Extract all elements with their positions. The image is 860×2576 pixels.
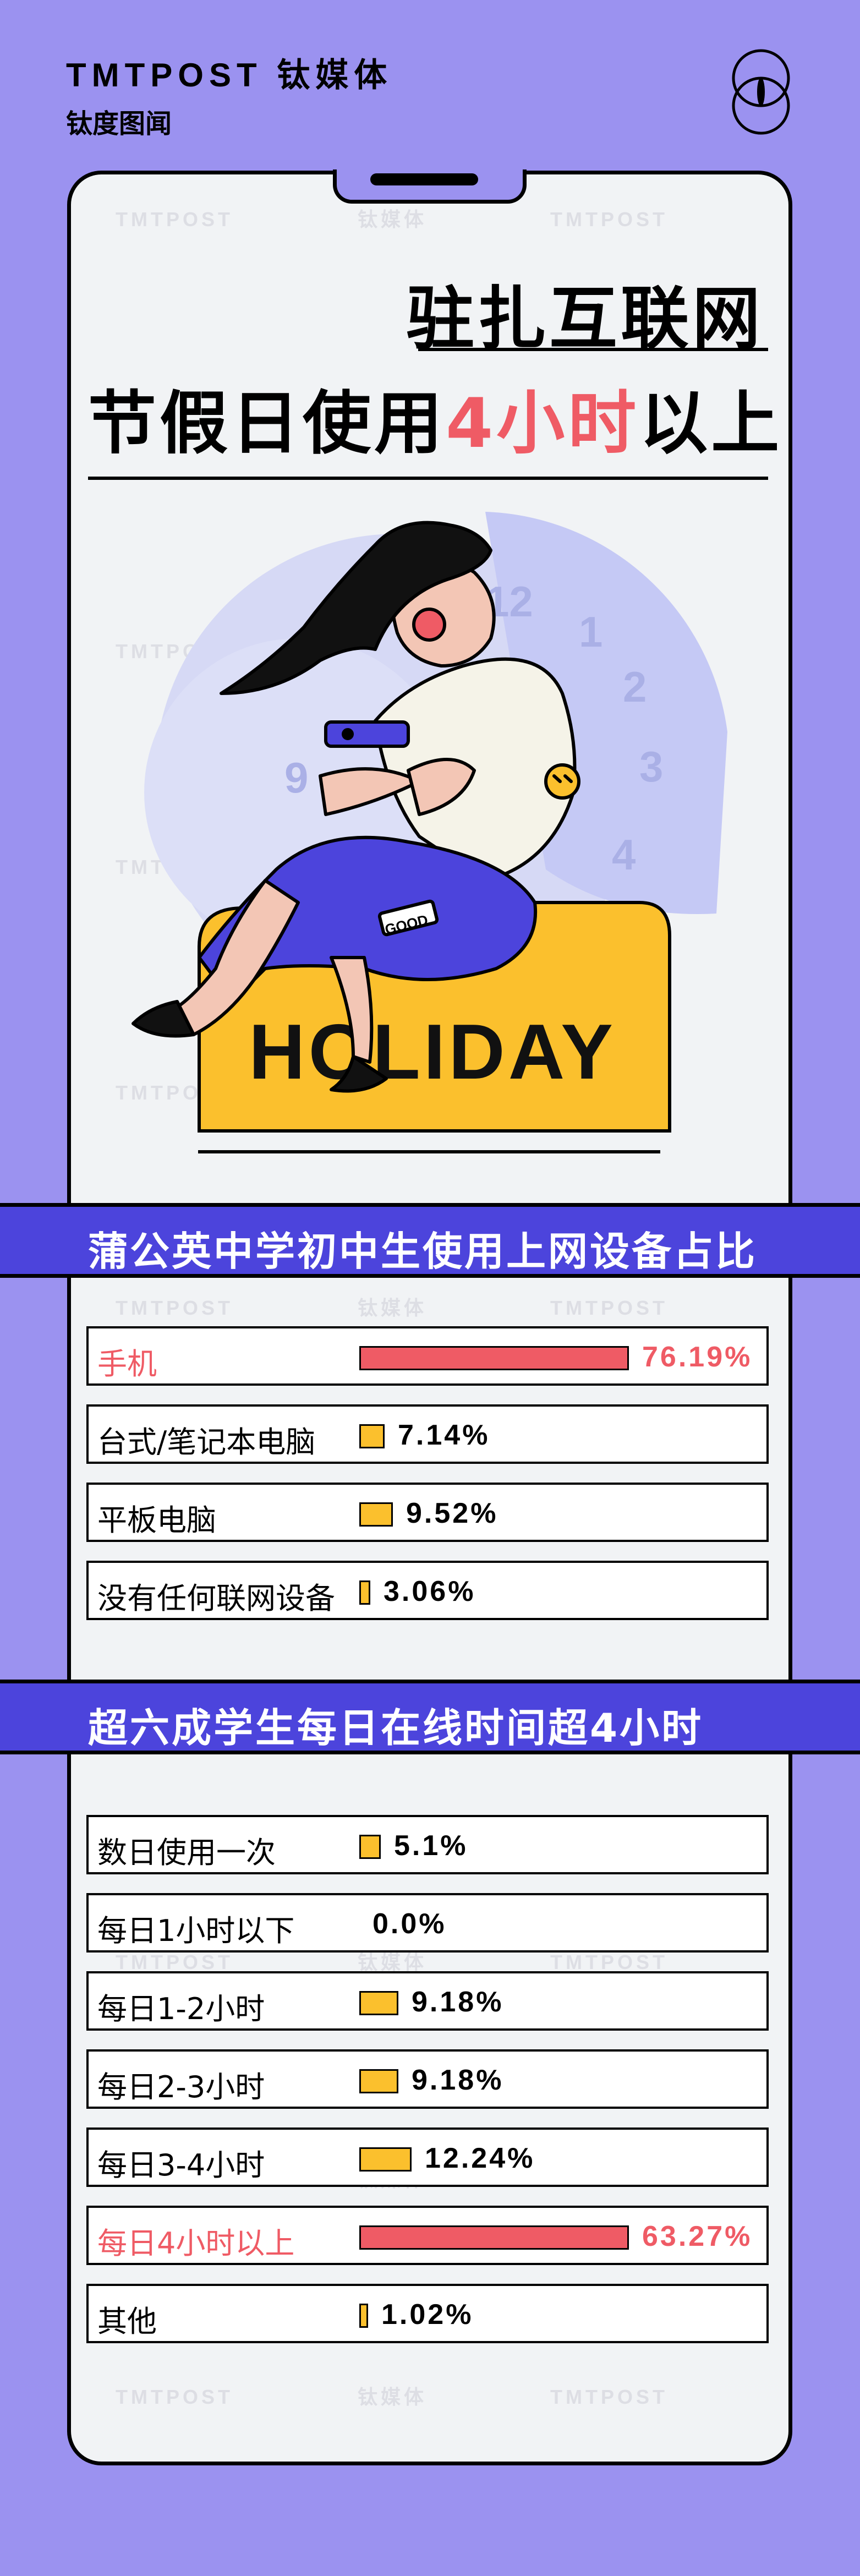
clock-numeral: 9 [284, 753, 308, 802]
watermark-text: TMTPOST [550, 1297, 668, 1319]
value-bar [359, 1835, 381, 1859]
chart-row: 每日2-3小时 9.18% [86, 2049, 769, 2109]
brand-header: TMTPOST 钛媒体 钛度图闻 [66, 48, 392, 140]
watermark-text: 钛媒体 [358, 1951, 428, 1973]
phone-speaker [370, 173, 478, 185]
chart-row: 其他 1.02% [86, 2284, 769, 2343]
section-bar-online-time: 超六成学生每日在线时间超4小时 [0, 1680, 860, 1754]
category-label: 手机 [97, 1347, 157, 1381]
headline-rule [88, 477, 768, 480]
watermark-text: TMTPOST [550, 2386, 668, 2408]
chart-row: 台式/笔记本电脑 7.14% [86, 1404, 769, 1464]
clock-numeral: 4 [612, 830, 636, 879]
section-title-online-time: 超六成学生每日在线时间超4小时 [88, 1705, 704, 1751]
category-label: 没有任何联网设备 [97, 1581, 335, 1616]
value-label: 9.18% [412, 2064, 504, 2096]
category-label: 平板电脑 [97, 1503, 216, 1538]
holiday-illustration: 12 1 2 3 4 9 HOLIDAY GOOD [132, 512, 727, 1133]
chart-row: 每日1-2小时 9.18% [86, 1971, 769, 2031]
value-label: 76.19% [642, 1341, 753, 1373]
section-bar-devices: 蒲公英中学初中生使用上网设备占比 [0, 1203, 860, 1278]
watermark-text: 钛媒体 [358, 2386, 428, 2408]
value-label: 63.27% [642, 2220, 753, 2252]
watermark-text: TMTPOST [550, 208, 668, 231]
watermark-text: 钛媒体 [358, 1297, 428, 1319]
clock-numeral: 2 [623, 663, 647, 711]
value-label: 3.06% [384, 1576, 476, 1607]
chart-row: 数日使用一次 5.1% [86, 1815, 769, 1874]
holiday-sign-text: HOLIDAY [249, 1008, 616, 1096]
category-label: 其他 [97, 2304, 157, 2339]
brand-column: 钛度图闻 [66, 108, 172, 139]
clock-numeral: 3 [639, 742, 663, 791]
chart-row: 每日1小时以下 0.0% [86, 1893, 769, 1952]
brand-name: TMTPOST 钛媒体 [66, 57, 393, 94]
category-label: 数日使用一次 [97, 1835, 276, 1870]
category-label: 每日1-2小时 [97, 1992, 265, 2026]
watermark-text: TMTPOST [116, 1297, 233, 1319]
headline-highlight: 4小时 [446, 384, 640, 463]
value-label: 9.52% [406, 1497, 499, 1529]
girl-figure [132, 521, 580, 1093]
chart-row: 没有任何联网设备 3.06% [86, 1561, 769, 1620]
value-label: 12.24% [425, 2142, 535, 2174]
value-bar [359, 2304, 368, 2328]
category-label: 每日2-3小时 [97, 2070, 265, 2104]
watermark-text: 钛媒体 [358, 208, 428, 231]
category-label: 每日3-4小时 [97, 2148, 265, 2183]
chart-row: 每日4小时以上 63.27% [86, 2206, 769, 2265]
brand-logo-icon [732, 49, 790, 135]
category-label: 台式/笔记本电脑 [97, 1425, 316, 1459]
chart-row: 手机 76.19% [86, 1326, 769, 1386]
value-label: 1.02% [381, 2299, 474, 2331]
value-label: 5.1% [394, 1830, 468, 1862]
value-bar [359, 1346, 629, 1370]
clock-numeral: 1 [579, 608, 602, 656]
category-label: 每日4小时以上 [97, 2226, 295, 2261]
value-bar [359, 2147, 412, 2172]
value-bar [359, 1580, 370, 1605]
value-label: 7.14% [398, 1419, 490, 1451]
headline-rule [418, 348, 768, 351]
watermark-text: TMTPOST [116, 1951, 233, 1973]
section-title-devices: 蒲公英中学初中生使用上网设备占比 [88, 1228, 758, 1275]
value-label: 0.0% [373, 1908, 447, 1940]
value-bar [359, 1991, 398, 2015]
chart-row: 平板电脑 9.52% [86, 1483, 769, 1542]
value-bar [359, 2069, 398, 2093]
category-label: 每日1小时以下 [97, 1913, 295, 1948]
chart-row: 每日3-4小时 12.24% [86, 2127, 769, 2187]
headline-line2: 节假日使用4小时以上 [88, 368, 782, 467]
watermark-text: TMTPOST [116, 208, 233, 231]
watermark-text: TMTPOST [116, 2386, 233, 2408]
headline-line2-post: 以上 [639, 384, 783, 463]
headline-line1: 驻扎互联网 [406, 280, 764, 359]
watermark-text: TMTPOST [550, 1951, 668, 1973]
value-bar [359, 2225, 629, 2250]
value-label: 9.18% [412, 1986, 504, 2018]
sign-base-rule [198, 1150, 660, 1153]
value-bar [359, 1502, 393, 1527]
value-bar [359, 1424, 385, 1448]
headline-line2-pre: 节假日使用 [88, 384, 446, 463]
